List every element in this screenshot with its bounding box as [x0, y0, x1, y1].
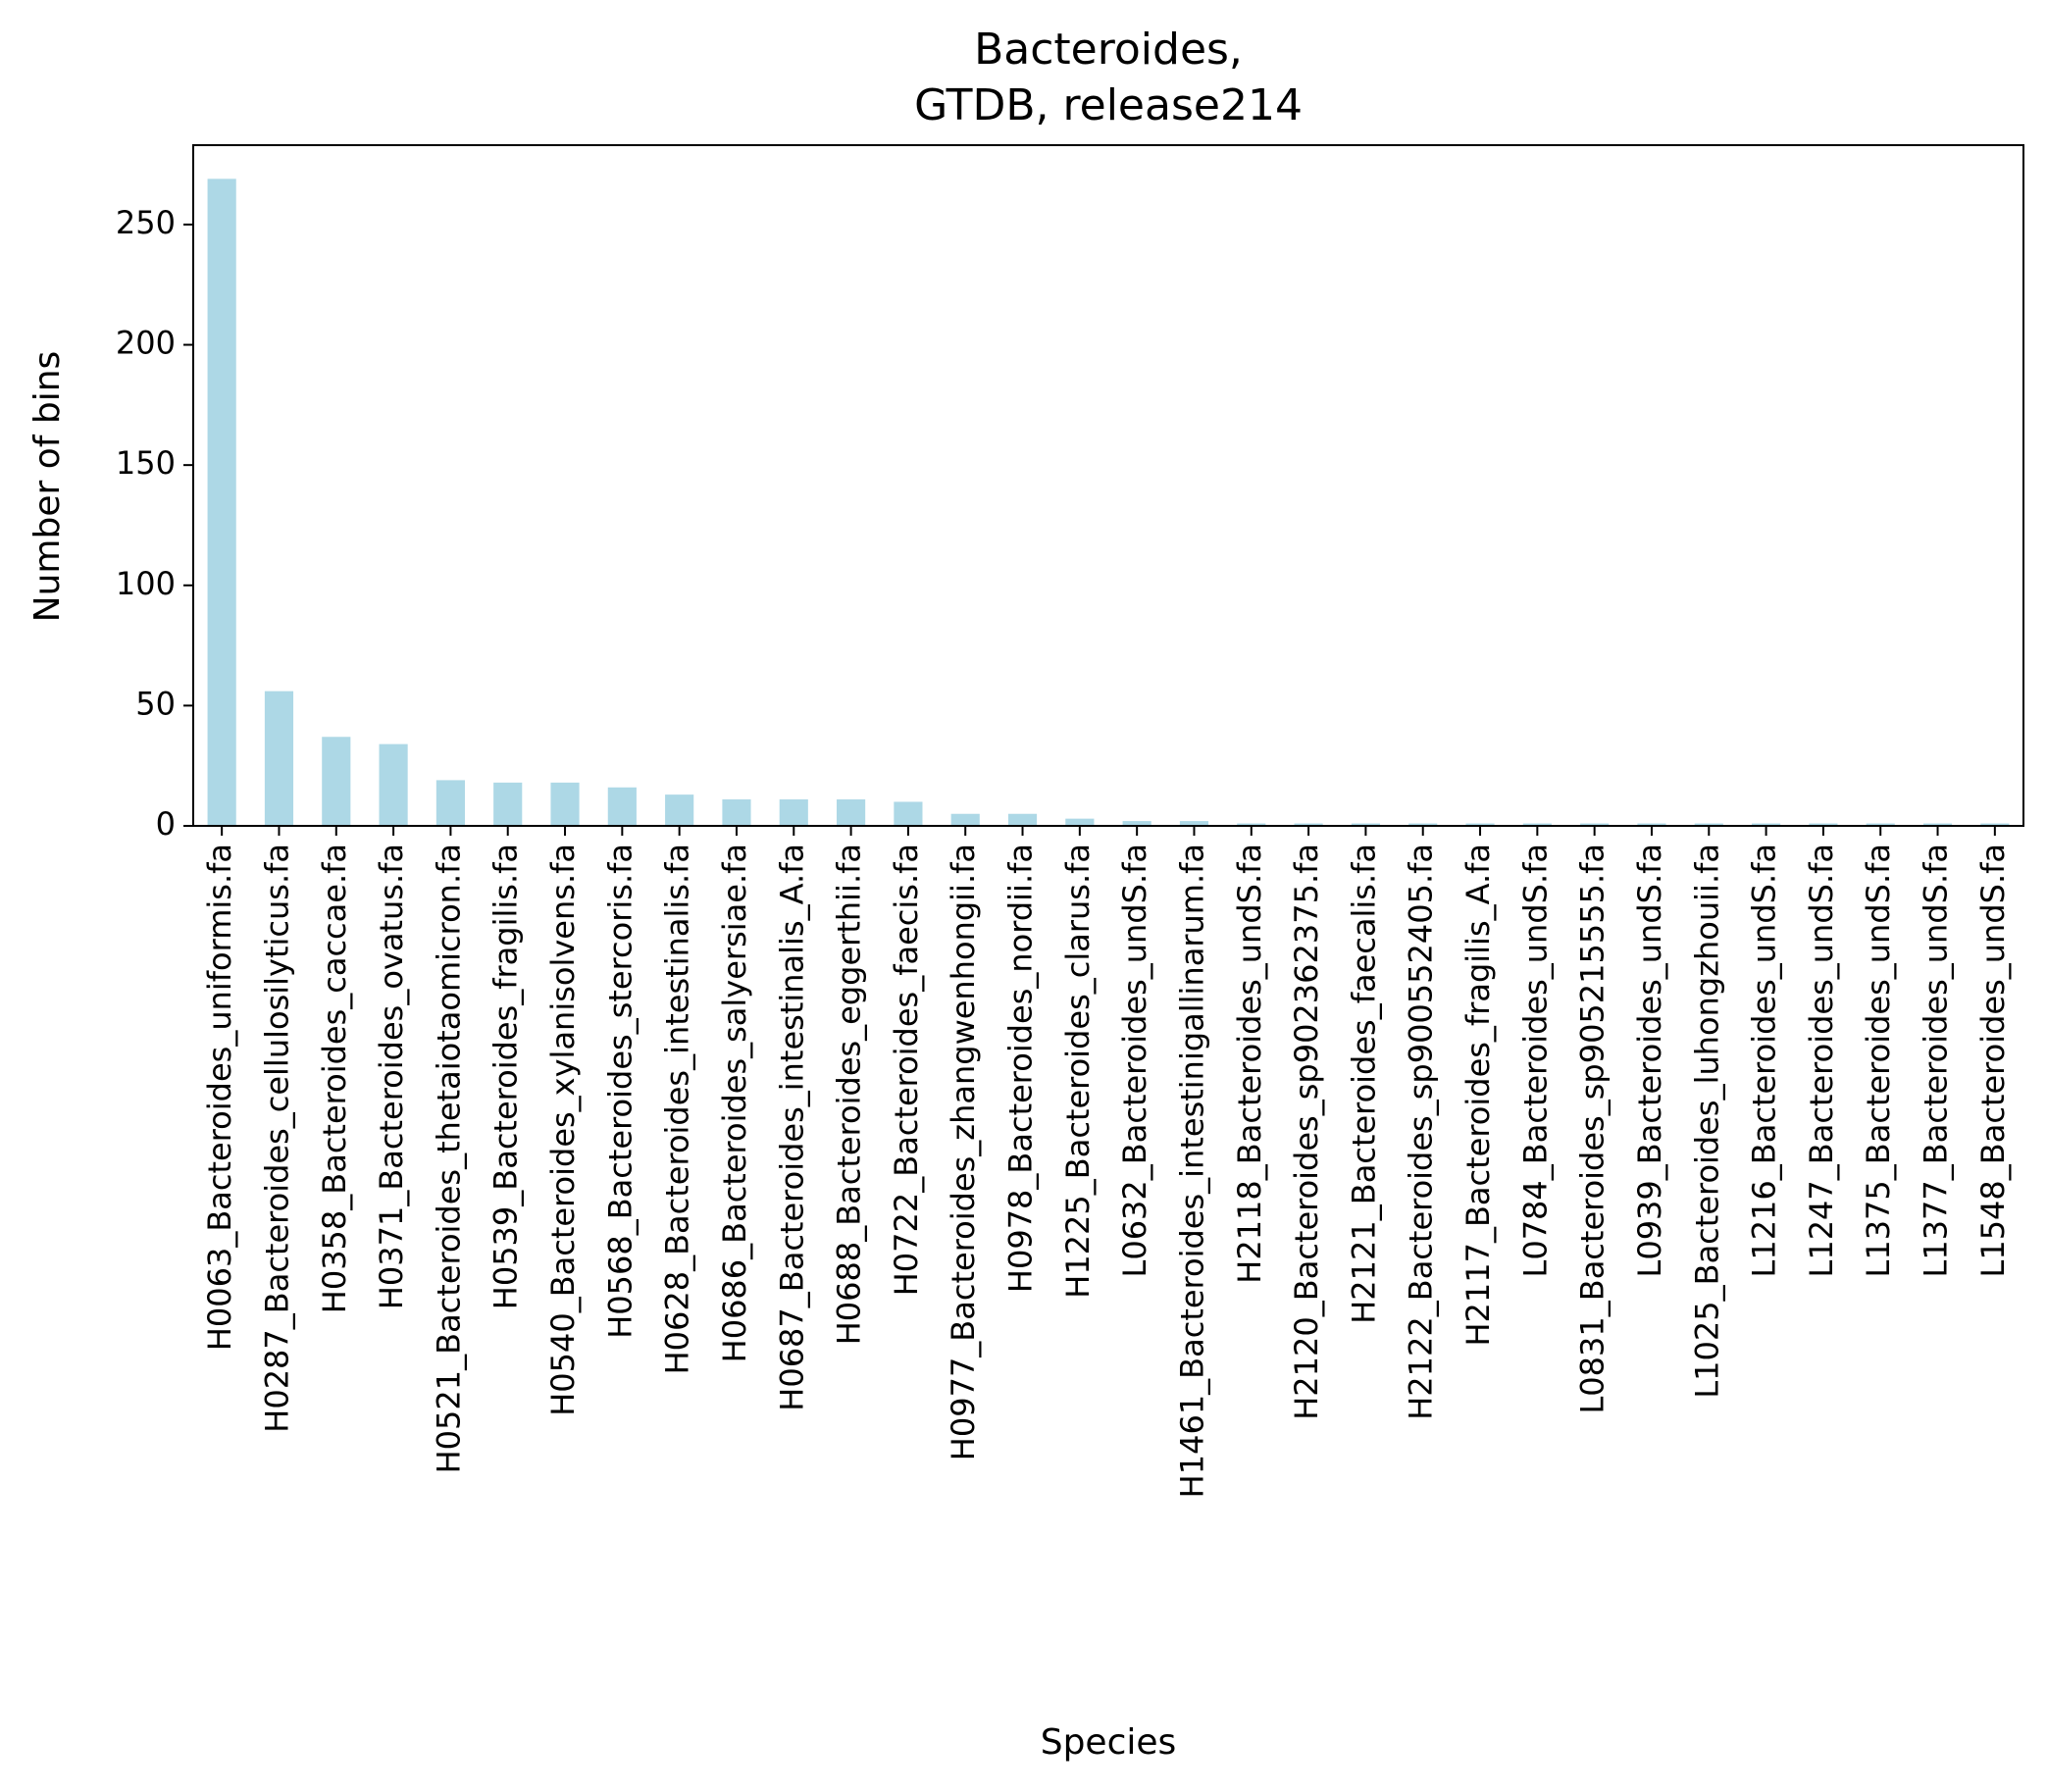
x-tick-label: H0686_Bacteroides_salyersiae.fa — [716, 844, 753, 1362]
x-tick-label: L1375_Bacteroides_undS.fa — [1860, 844, 1897, 1277]
y-tick-label: 250 — [116, 204, 176, 241]
bar-31 — [1922, 823, 1953, 826]
x-tick-label: H0539_Bacteroides_fragilis.fa — [487, 844, 525, 1309]
x-tick-label: H0568_Bacteroides_stercoris.fa — [601, 844, 639, 1339]
bar-23 — [1465, 823, 1495, 826]
x-tick-label: H0540_Bacteroides_xylanisolvens.fa — [544, 844, 582, 1416]
x-tick-label: H0628_Bacteroides_intestinalis.fa — [659, 844, 696, 1374]
bars-group — [207, 179, 2010, 826]
x-axis: H0063_Bacteroides_uniformis.fa H0287_Bact… — [201, 826, 2012, 1498]
x-tick-label: H0977_Bacteroides_zhangwenhongii.fa — [945, 844, 982, 1460]
x-axis-label: Species — [1041, 1722, 1177, 1763]
bar-15 — [1007, 813, 1038, 826]
bar-6 — [493, 782, 523, 826]
bar-7 — [550, 782, 580, 826]
x-tick-label: L1025_Bacteroides_luhongzhouii.fa — [1688, 844, 1725, 1399]
bar-16 — [1065, 818, 1095, 826]
bar-8 — [607, 787, 637, 826]
bar-12 — [837, 799, 866, 826]
x-tick-label: L1377_Bacteroides_undS.fa — [1918, 844, 1955, 1277]
x-tick-label: L1216_Bacteroides_undS.fa — [1746, 844, 1783, 1277]
bar-9 — [665, 794, 694, 826]
bar-3 — [322, 737, 351, 826]
bar-22 — [1408, 823, 1438, 826]
y-tick-label: 150 — [116, 444, 176, 482]
bar-27 — [1694, 823, 1723, 826]
bar-28 — [1752, 823, 1781, 826]
x-tick-label: H0063_Bacteroides_uniformis.fa — [201, 844, 238, 1351]
bar-18 — [1179, 821, 1209, 826]
plot-frame — [192, 144, 2024, 827]
bar-19 — [1237, 823, 1266, 826]
bar-20 — [1294, 823, 1323, 826]
x-tick-label: H0722_Bacteroides_faecis.fa — [888, 844, 925, 1296]
bar-25 — [1580, 823, 1610, 826]
bar-29 — [1809, 823, 1838, 826]
x-tick-label: H1225_Bacteroides_clarus.fa — [1059, 844, 1097, 1299]
bar-10 — [722, 799, 751, 826]
x-tick-label: H0287_Bacteroides_cellulosilyticus.fa — [258, 844, 295, 1433]
y-axis: 0 50 100 150 200 250 — [116, 204, 193, 843]
bar-5 — [435, 780, 465, 826]
x-tick-label: H1461_Bacteroides_intestinigallinarum.fa — [1173, 844, 1210, 1498]
chart-subtitle: GTDB, release214 — [914, 80, 1303, 130]
chart-title: Bacteroides, — [974, 25, 1243, 75]
bar-26 — [1637, 823, 1666, 826]
x-tick-label: L1247_Bacteroides_undS.fa — [1803, 844, 1840, 1277]
bar-21 — [1351, 823, 1380, 826]
x-tick-label: H2120_Bacteroides_sp902362375.fa — [1288, 844, 1325, 1420]
bar-11 — [779, 799, 808, 826]
bar-13 — [894, 801, 923, 826]
x-tick-label: H2117_Bacteroides_fragilis_A.fa — [1459, 844, 1497, 1347]
x-tick-label: L0939_Bacteroides_undS.fa — [1631, 844, 1668, 1277]
bar-17 — [1122, 821, 1151, 826]
bar-14 — [950, 813, 980, 826]
bar-24 — [1522, 823, 1552, 826]
x-tick-label: H2121_Bacteroides_faecalis.fa — [1345, 844, 1382, 1324]
y-tick-label: 50 — [135, 685, 176, 722]
x-tick-label: H2122_Bacteroides_sp900552405.fa — [1403, 844, 1440, 1420]
bar-2 — [264, 691, 294, 826]
x-tick-label: H0688_Bacteroides_eggerthii.fa — [831, 844, 868, 1345]
bar-4 — [379, 743, 408, 826]
x-tick-label: H0978_Bacteroides_nordii.fa — [1002, 844, 1040, 1293]
y-axis-label: Number of bins — [27, 351, 68, 623]
y-tick-label: 200 — [116, 325, 176, 362]
x-tick-label: H0521_Bacteroides_thetaiotaomicron.fa — [430, 844, 467, 1473]
bar-1 — [207, 179, 236, 826]
x-tick-label: H0358_Bacteroides_caccae.fa — [316, 844, 353, 1313]
x-tick-label: L0784_Bacteroides_undS.fa — [1516, 844, 1554, 1277]
x-tick-label: L0632_Bacteroides_undS.fa — [1116, 844, 1153, 1277]
bar-32 — [1980, 823, 2010, 826]
x-tick-label: L1548_Bacteroides_undS.fa — [1974, 844, 2012, 1277]
y-tick-label: 0 — [156, 805, 176, 843]
y-tick-label: 100 — [116, 565, 176, 602]
x-tick-label: H0371_Bacteroides_ovatus.fa — [373, 844, 410, 1309]
x-tick-label: L0831_Bacteroides_sp905215555.fa — [1574, 844, 1612, 1414]
x-tick-label: H2118_Bacteroides_undS.fa — [1231, 844, 1268, 1284]
bar-30 — [1866, 823, 1895, 826]
x-tick-label: H0687_Bacteroides_intestinalis_A.fa — [773, 844, 810, 1411]
